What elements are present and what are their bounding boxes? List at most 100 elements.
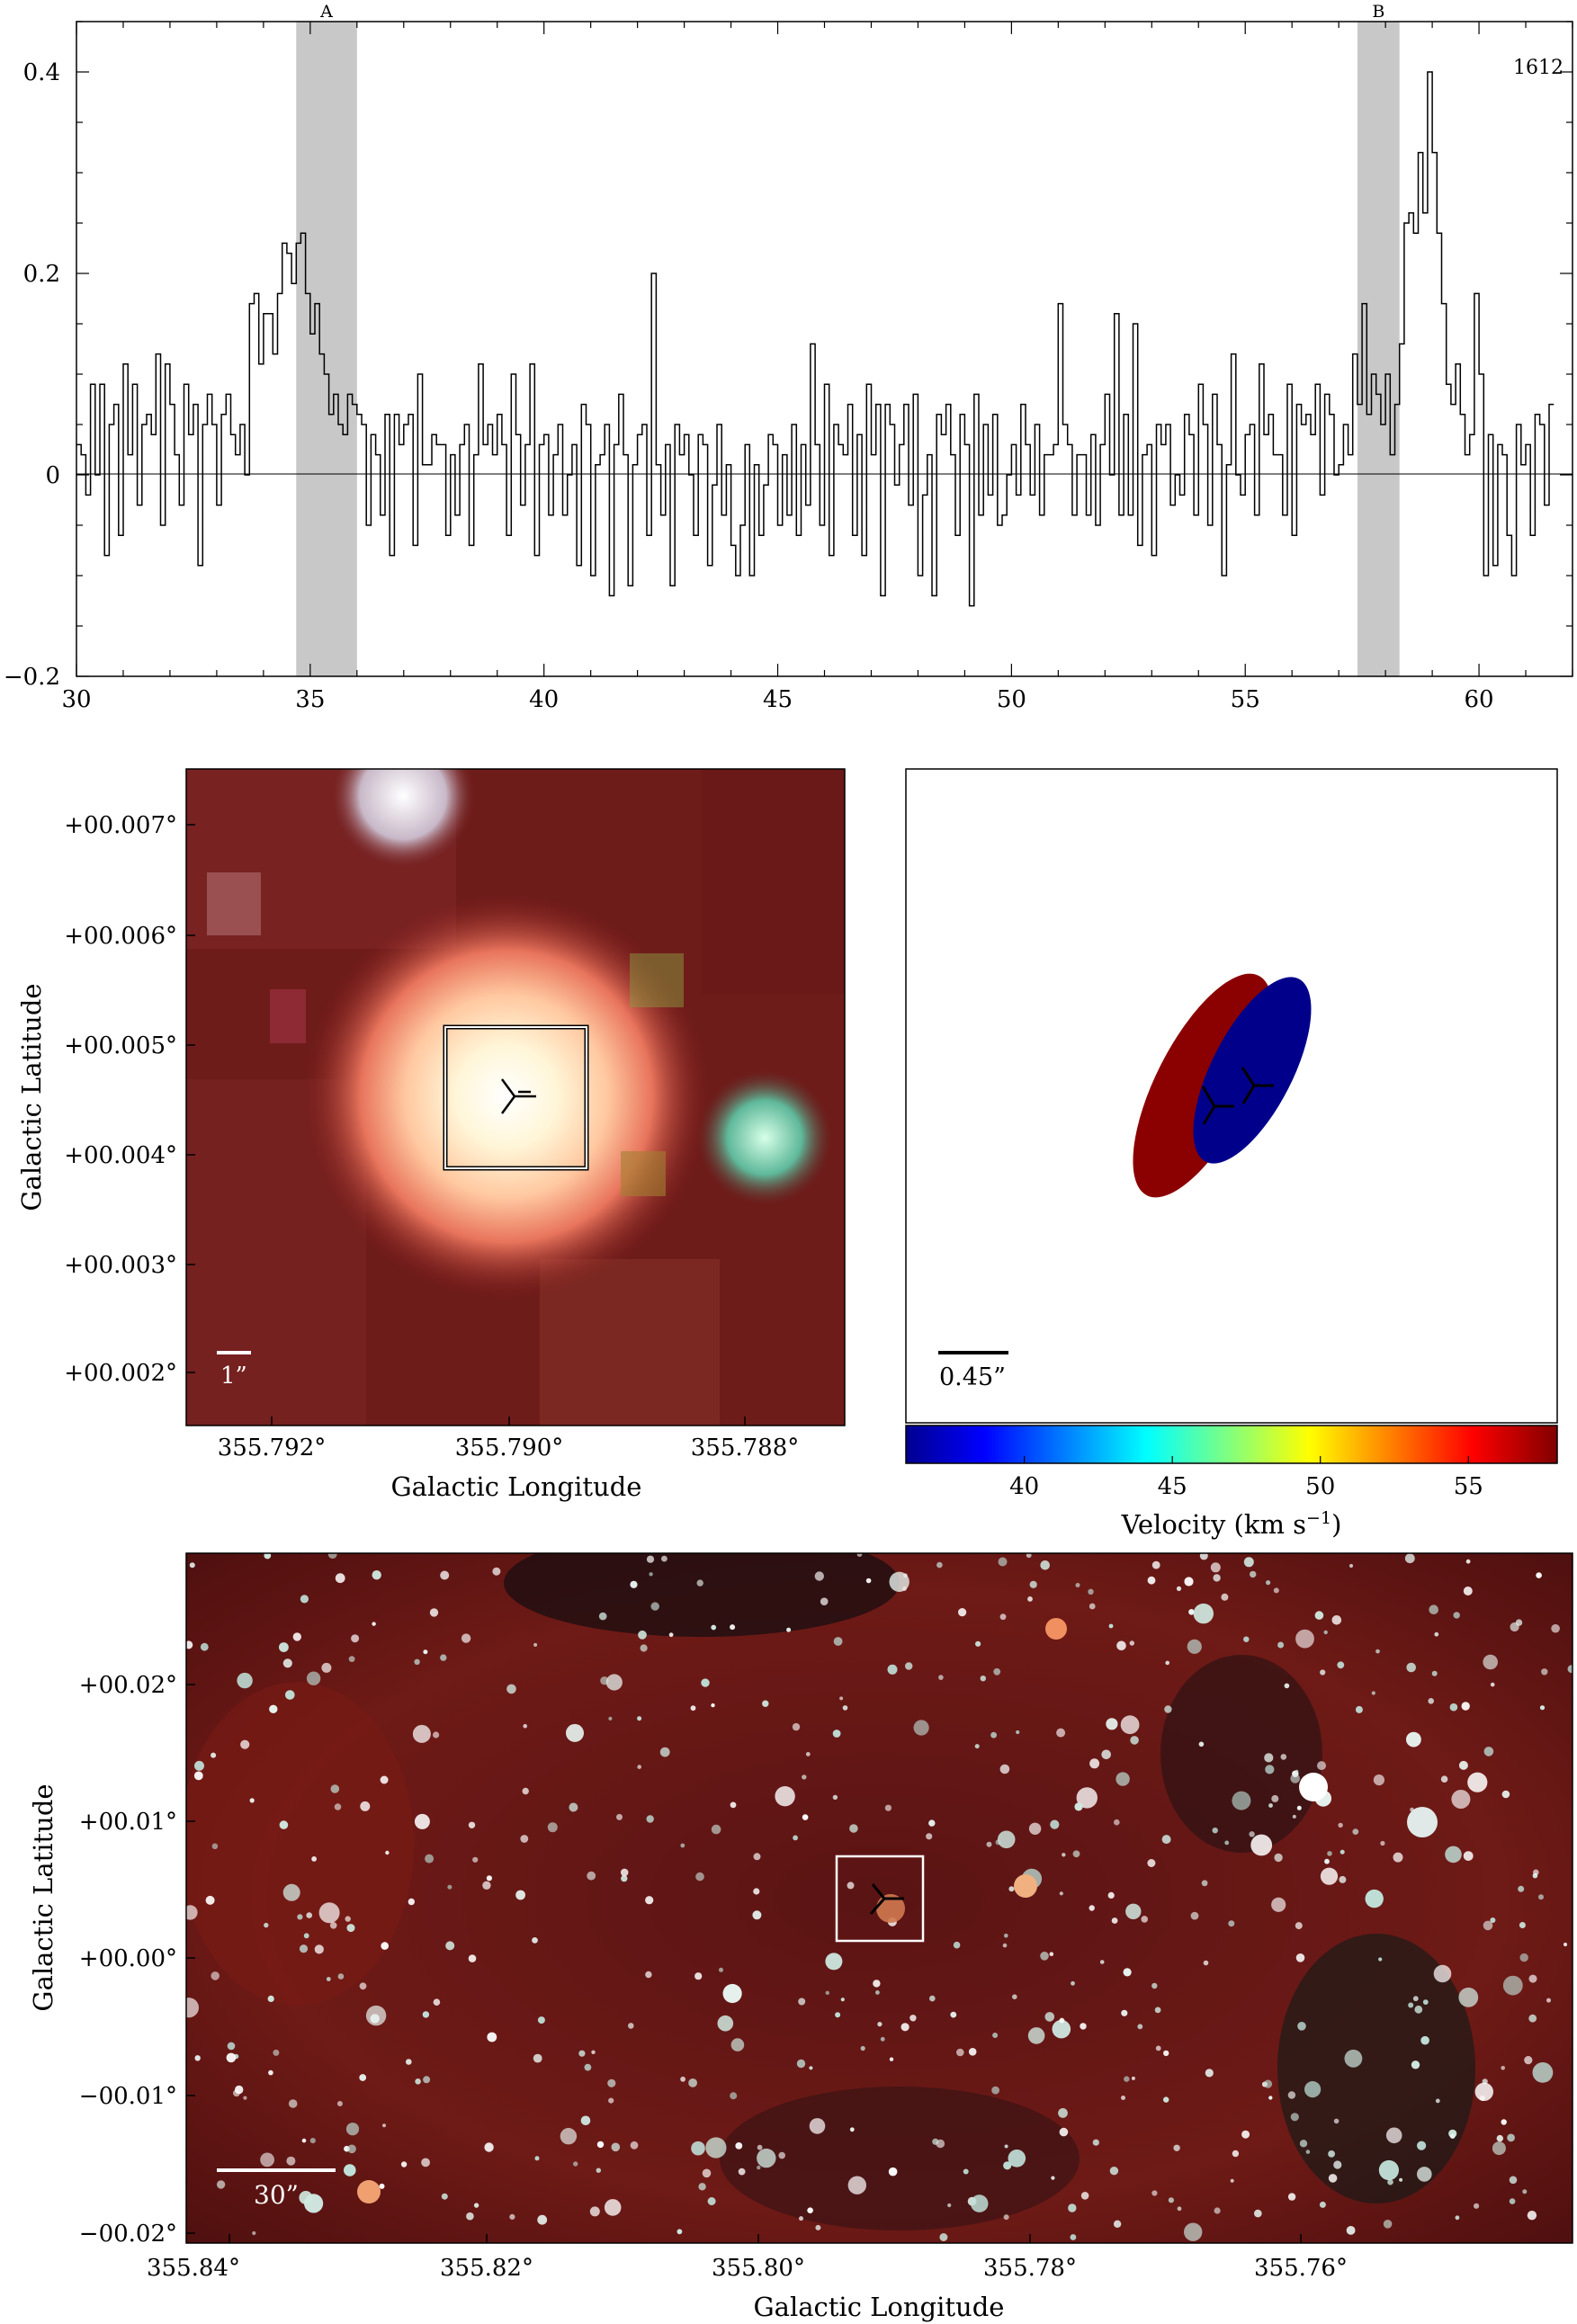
star [359,1982,367,1990]
star [486,1875,493,1882]
star [243,2096,247,2100]
star [928,1819,936,1827]
star [1027,2027,1045,2044]
star [415,2078,421,2085]
zoom-x-tick-labels: 355.792° 355.790° 355.788° [218,1435,800,1461]
star [1501,2066,1505,2070]
star [646,1555,655,1563]
star [968,2048,977,2056]
star [832,1794,838,1801]
x-tick-label: 355.84° [147,2255,240,2282]
colorbar-tick-label: 45 [1158,1473,1187,1500]
star [566,1723,584,1742]
field-frame [185,1552,1573,2244]
star [1461,1702,1470,1711]
star [1113,2220,1122,2228]
star [264,1553,272,1560]
x-tick-label: 30 [61,686,91,713]
star [1184,2222,1203,2241]
star [958,1608,967,1617]
star [523,1723,527,1729]
star [1467,1772,1488,1792]
star [1453,1612,1460,1619]
star [661,1555,668,1562]
star [1040,1952,1049,1961]
star [336,2101,343,2106]
star [1422,1999,1429,2006]
y-tick-label: 0 [45,462,60,489]
star [1290,1774,1300,1783]
star [1203,1960,1209,1966]
zoom-frame [185,768,846,1426]
star [970,2194,989,2212]
star [807,2207,813,2213]
star [1277,1641,1285,1649]
star [604,2199,622,2216]
star [1383,2220,1393,2229]
star [372,1570,381,1580]
star [1088,1588,1094,1596]
star [200,1642,209,1651]
velocity-colorbar [905,1425,1558,1464]
star [688,2078,697,2087]
star [1292,1814,1296,1819]
star [1044,2012,1055,2022]
x-tick-label: 355.792° [218,1435,327,1461]
star [752,1910,762,1920]
star [676,2229,683,2235]
star [711,1703,715,1708]
star [1365,1889,1384,1908]
star [596,2168,601,2173]
star [1287,2091,1296,2099]
star [365,2005,387,2026]
highlight-label-b: B [1372,2,1384,22]
star [306,1671,321,1685]
star [186,1998,199,2018]
star [406,2059,412,2065]
star [875,1990,880,1995]
star [1092,2139,1099,2146]
star [189,1562,195,1569]
star [889,2057,894,2061]
star [1129,1640,1135,1646]
star [1190,1911,1199,1920]
star [414,1813,430,1829]
star [1328,2174,1338,2183]
star [1295,1769,1299,1774]
star [1378,2159,1399,2181]
rgb-field-image-panel: 30” +00.02° +00.01° +00.00° −00.01° −00.… [28,1552,1573,2322]
star [1199,1553,1208,1560]
colorbar-tick-label: 55 [1454,1473,1483,1500]
star [1059,1891,1063,1896]
star [1539,1705,1546,1711]
star [578,2050,586,2057]
star [326,1977,331,1981]
star [1147,1859,1156,1867]
star [1349,1563,1354,1569]
star [346,1924,355,1933]
x-tick-label: 355.790° [455,1435,564,1461]
y-tick-label: +00.005° [64,1032,177,1059]
star [1268,1803,1273,1808]
colorbar-ticks: 40 45 50 55 [1009,1456,1483,1500]
star [990,1731,997,1739]
star [1214,2207,1221,2214]
star [468,1954,477,1962]
field-x-axis-title: Galactic Longitude [754,2292,1005,2322]
star [1106,1718,1118,1730]
star [1319,2201,1326,2208]
star [1028,1822,1042,1836]
star [999,1613,1007,1621]
star [1173,2144,1180,2151]
star [738,2168,746,2176]
star [1116,1772,1130,1786]
star [616,1813,623,1820]
star [730,2092,738,2100]
rgb-field-image [186,1553,1573,2243]
star [701,1678,710,1687]
star [1431,1670,1438,1676]
star [711,1624,717,1631]
star [1320,1669,1326,1676]
field-axis-ticks [186,1684,1302,2243]
star [1254,2209,1262,2218]
